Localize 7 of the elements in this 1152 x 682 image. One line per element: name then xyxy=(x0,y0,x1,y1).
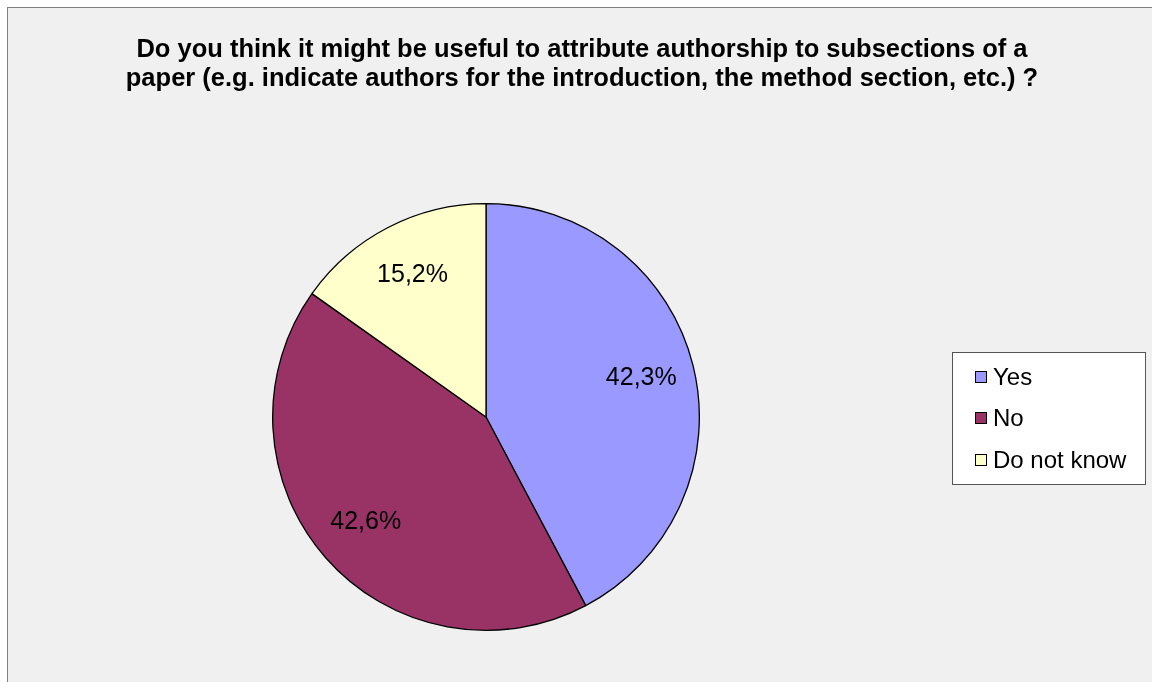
legend-label: No xyxy=(993,404,1024,433)
data-label: 42,3% xyxy=(605,362,677,391)
data-label: 42,6% xyxy=(330,506,402,535)
chart-title: Do you think it might be useful to attribute authorship to subsections of a paper (e.g. indicate authors for the introduction, the method section, etc.) ? xyxy=(124,34,1040,92)
data-label: 15,2% xyxy=(377,258,448,287)
legend-label: Yes xyxy=(993,362,1033,391)
legend-label: Do not know xyxy=(993,445,1127,474)
